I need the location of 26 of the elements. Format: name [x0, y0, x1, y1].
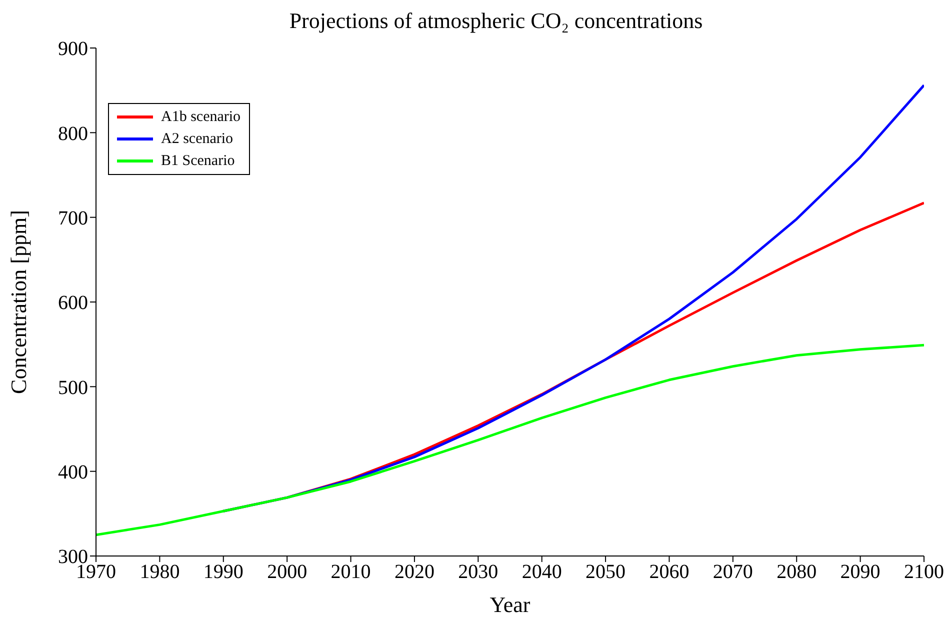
y-tick-label: 700: [58, 207, 88, 230]
x-tick-label: 1990: [203, 561, 244, 584]
legend-label: A1b scenario: [161, 108, 241, 127]
chart-title: Projections of atmospheric CO₂ concentrations: [288, 8, 704, 35]
x-tick-label: 2080: [776, 561, 817, 584]
y-tick-label: 600: [58, 292, 88, 314]
line-series: [96, 344, 924, 536]
x-tick-label: 2030: [458, 561, 498, 584]
x-tick-label: 2090: [840, 561, 880, 584]
x-tick-label: 2050: [586, 561, 626, 584]
y-axis-title: Concentration [ppm]: [6, 210, 31, 394]
x-tick-label: 2100: [904, 561, 944, 584]
x-tick-label: 2020: [394, 561, 434, 584]
y-tick-label: 900: [58, 38, 88, 60]
y-tick-label: 500: [58, 376, 88, 399]
y-tick-label: 800: [58, 122, 88, 145]
x-tick-label: 2010: [330, 561, 371, 584]
x-axis-title: Year: [490, 592, 531, 617]
legend-label: B1 Scenario: [161, 152, 235, 171]
x-tick-label: 2060: [649, 561, 690, 584]
x-tick-label: 2000: [267, 561, 308, 584]
x-tick-label: 2070: [712, 561, 753, 584]
legend-label: A2 scenario: [161, 130, 234, 149]
x-tick-label: 2040: [522, 561, 562, 584]
y-tick-label: 400: [58, 461, 88, 484]
x-tick-label: 1980: [140, 561, 180, 584]
